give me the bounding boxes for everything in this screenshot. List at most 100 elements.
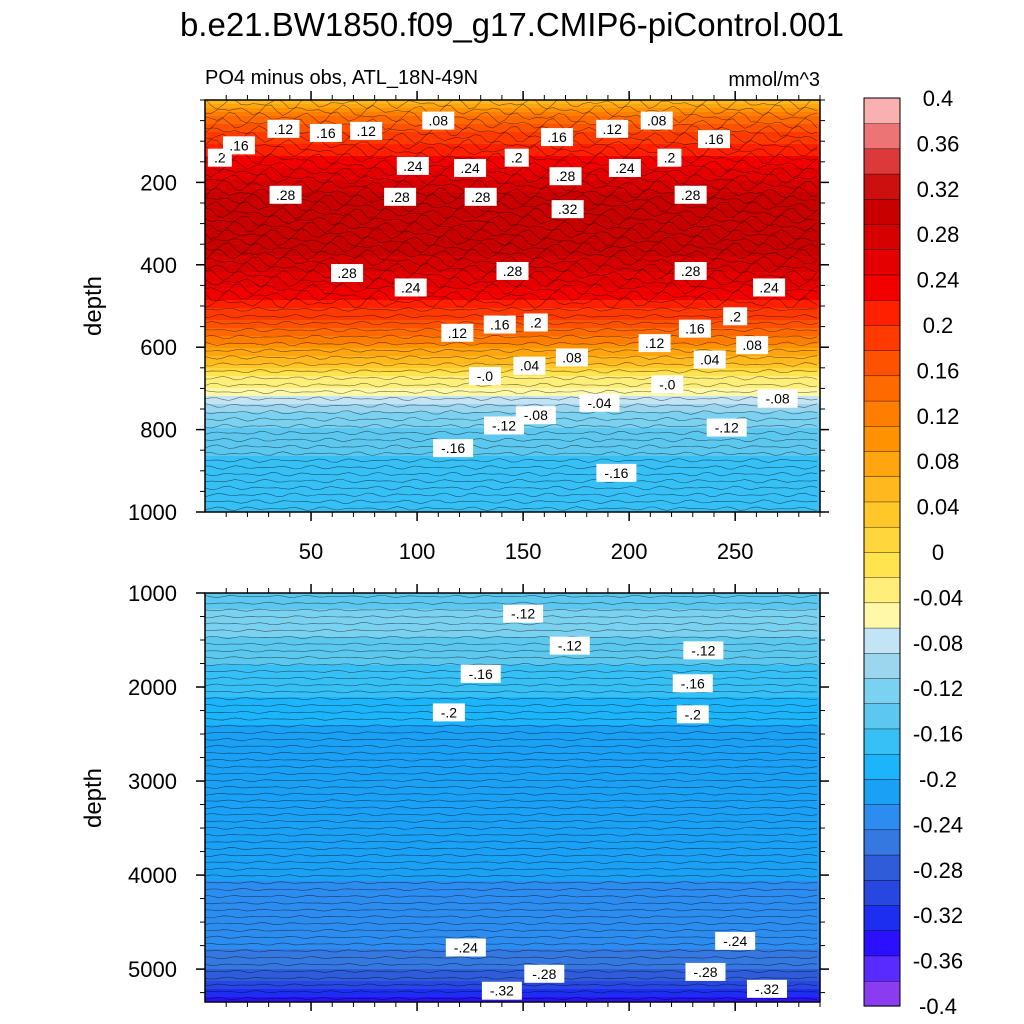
upper-contour-label: .28 bbox=[681, 263, 701, 279]
upper-fill-band bbox=[205, 436, 820, 441]
upper-contour-label: .08 bbox=[742, 337, 762, 353]
colorbar-swatch bbox=[863, 551, 901, 578]
upper-contour-label-bg bbox=[651, 375, 684, 394]
upper-fill-band bbox=[205, 348, 820, 353]
upper-fill-band bbox=[205, 312, 820, 317]
lower-fill-band bbox=[205, 653, 820, 658]
upper-contour-labels: .2.16.12.16.12.08.24.24.2.16.12.08.2.16.… bbox=[207, 111, 798, 482]
lower-fill-band bbox=[205, 881, 820, 886]
upper-contour-line bbox=[205, 506, 818, 511]
lower-contour-label-bg bbox=[676, 705, 709, 724]
lower-fill-band bbox=[205, 781, 820, 786]
lower-contour-line bbox=[205, 703, 818, 707]
upper-x-tick-label: 50 bbox=[299, 539, 323, 564]
lower-contour-line bbox=[205, 724, 818, 728]
lower-contour-label: -.16 bbox=[681, 675, 705, 691]
lower-contour-line bbox=[205, 738, 818, 742]
lower-axis-ticks: 1000 2000 3000 4000 5000 bbox=[128, 581, 829, 1011]
upper-fill-band bbox=[205, 504, 820, 509]
upper-contour-label-bg bbox=[331, 264, 364, 283]
upper-fill-band bbox=[205, 116, 820, 121]
lower-contour-line bbox=[205, 758, 818, 762]
upper-y-axis-label: depth bbox=[80, 276, 107, 336]
upper-contour-label-bg bbox=[468, 367, 501, 386]
colorbar-swatch bbox=[863, 577, 901, 604]
colorbar-tick-label: 0.08 bbox=[917, 449, 960, 474]
colorbar-tick-label: -0.32 bbox=[913, 903, 963, 928]
lower-y-tick-label: 3000 bbox=[128, 769, 177, 794]
lower-fill-band bbox=[205, 793, 820, 798]
upper-contour-line bbox=[205, 389, 818, 395]
upper-fill-band bbox=[205, 508, 820, 512]
colorbar-swatch bbox=[863, 879, 901, 906]
lower-fill-band bbox=[205, 769, 820, 774]
colorbar-swatch bbox=[863, 350, 901, 377]
lower-contour-line bbox=[205, 772, 818, 776]
upper-fill-band bbox=[205, 104, 820, 109]
lower-fill-band bbox=[205, 961, 820, 966]
lower-contour-label-bg bbox=[445, 938, 486, 957]
colorbar-tick-label: -0.24 bbox=[913, 812, 963, 837]
lower-fill-band bbox=[205, 797, 820, 802]
lower-fill-band bbox=[205, 601, 820, 606]
upper-contour-label: .16 bbox=[490, 317, 510, 333]
upper-fill-band bbox=[205, 304, 820, 309]
upper-contour-line bbox=[205, 334, 818, 340]
upper-contour-label-bg bbox=[496, 261, 529, 280]
upper-contour-label-bg bbox=[674, 261, 707, 280]
upper-fill-band bbox=[205, 184, 820, 189]
upper-contour-label-bg bbox=[269, 185, 302, 204]
lower-panel: -.12 -.12 -.12 -.16 -.16 -.2 -.2 -.24 -.24 -.28 -.… bbox=[80, 581, 829, 1011]
lower-fill-band bbox=[205, 897, 820, 902]
colorbar-swatch bbox=[863, 274, 901, 301]
lower-contour-line bbox=[205, 778, 818, 782]
upper-fill-band bbox=[205, 108, 820, 113]
upper-contour-label-bg bbox=[484, 416, 525, 435]
colorbar-swatch bbox=[863, 627, 901, 654]
upper-contour-label-bg bbox=[551, 200, 584, 219]
upper-contour-label: .28 bbox=[503, 263, 523, 279]
upper-fill-band bbox=[205, 344, 820, 349]
upper-contour-line bbox=[205, 499, 818, 504]
upper-fill-band bbox=[205, 180, 820, 185]
upper-contour-label-bg bbox=[464, 187, 497, 206]
colorbar-swatch bbox=[863, 753, 901, 780]
lower-fill-band bbox=[205, 873, 820, 878]
lower-fill-band bbox=[205, 593, 820, 598]
colorbar-swatch bbox=[863, 804, 901, 831]
upper-contour-label-bg bbox=[441, 323, 474, 342]
upper-contour-line bbox=[205, 478, 818, 484]
lower-fill-band bbox=[205, 745, 820, 750]
upper-axis-ticks: 200 400 600 800 1000 50 100 150 200 250 bbox=[128, 91, 829, 564]
upper-fill-band bbox=[205, 176, 820, 181]
upper-contour-line bbox=[205, 165, 818, 179]
upper-contour-label-bg bbox=[504, 148, 529, 167]
upper-fill-band bbox=[205, 140, 820, 145]
upper-fill-band bbox=[205, 296, 820, 301]
upper-contour-label-bg bbox=[579, 393, 620, 412]
lower-contour-label: -.32 bbox=[755, 981, 779, 997]
lower-fill-band bbox=[205, 725, 820, 730]
upper-contour-label-bg bbox=[706, 418, 747, 437]
upper-contour-label-bg bbox=[753, 278, 786, 297]
upper-contour-line bbox=[205, 111, 818, 124]
lower-fill-band bbox=[205, 649, 820, 654]
upper-fill-band bbox=[205, 228, 820, 233]
lower-contour-line bbox=[205, 799, 818, 803]
upper-contour-label-bg bbox=[596, 119, 629, 138]
lower-contour-line bbox=[205, 887, 818, 892]
upper-fill-band bbox=[205, 336, 820, 341]
lower-contour-label-bg bbox=[503, 604, 544, 623]
lower-contour-label: -.2 bbox=[685, 706, 702, 722]
upper-contour-label-bg bbox=[384, 187, 417, 206]
lower-fill-band bbox=[205, 773, 820, 778]
colorbar-tick-label: -0.2 bbox=[919, 767, 957, 792]
upper-y-tick-label: 600 bbox=[140, 335, 177, 360]
colorbar-swatch bbox=[863, 375, 901, 402]
upper-contour-label-bg bbox=[640, 111, 673, 130]
upper-fill-band bbox=[205, 408, 820, 413]
upper-contour-label: .04 bbox=[700, 352, 720, 368]
upper-fill-band bbox=[205, 384, 820, 389]
upper-contour-label: .24 bbox=[460, 160, 480, 176]
